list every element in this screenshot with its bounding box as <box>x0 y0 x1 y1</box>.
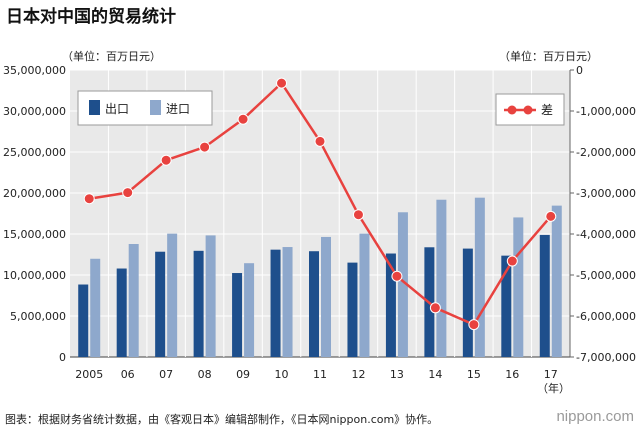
chart-title: 日本对中国的贸易统计 <box>6 7 176 27</box>
import-bar <box>205 235 216 357</box>
legend-export-label: 出口 <box>105 102 129 116</box>
left-tick-label: 15,000,000 <box>3 228 66 241</box>
export-bar <box>309 251 319 357</box>
right-tick-label: -2,000,000 <box>576 146 636 159</box>
left-tick-label: 35,000,000 <box>3 64 66 77</box>
export-bar <box>270 249 281 357</box>
import-bar <box>436 199 447 357</box>
import-bar <box>474 197 485 357</box>
import-bar <box>128 244 139 357</box>
import-bar <box>244 263 255 357</box>
source-note: 图表：根据财务省统计数据，由《客观日本》编辑部制作，《日本网nippon.com… <box>5 413 439 426</box>
import-bar <box>551 205 562 357</box>
balance-point <box>199 141 211 153</box>
right-axis-unit: （单位：百万日元） <box>499 50 598 63</box>
x-tick-label: 08 <box>198 368 212 381</box>
import-bar <box>282 247 293 357</box>
export-bar <box>78 284 89 357</box>
export-bar <box>116 268 127 357</box>
balance-point <box>429 302 441 314</box>
balance-point <box>506 255 518 267</box>
balance-point <box>237 113 249 125</box>
x-tick-label: 14 <box>428 368 442 381</box>
year-unit-label: （年） <box>537 382 570 395</box>
legend-import-label: 进口 <box>166 102 190 116</box>
left-tick-label: 25,000,000 <box>3 146 66 159</box>
x-tick-label: 2005 <box>75 368 103 381</box>
x-tick-label: 13 <box>390 368 404 381</box>
balance-point <box>352 209 364 221</box>
export-bar <box>462 248 473 357</box>
left-tick-label: 20,000,000 <box>3 187 66 200</box>
balance-point <box>160 154 172 166</box>
export-bar <box>193 250 204 357</box>
legend-left: 出口 进口 <box>77 90 213 126</box>
import-bar <box>513 217 524 357</box>
export-bar <box>232 273 243 357</box>
balance-point <box>83 193 95 205</box>
x-tick-label: 10 <box>275 368 289 381</box>
legend-import-swatch <box>150 100 161 115</box>
export-bar <box>155 251 166 357</box>
right-tick-label: -1,000,000 <box>576 105 636 118</box>
import-bar <box>397 212 408 357</box>
legend-diff-marker <box>507 105 517 115</box>
balance-point <box>276 77 288 89</box>
right-tick-label: 0 <box>576 64 583 77</box>
legend-diff-label: 差 <box>541 103 553 117</box>
left-axis-unit: （单位：百万日元） <box>62 50 161 63</box>
import-bar <box>321 236 331 357</box>
nippon-logo: nippon.com <box>556 408 634 425</box>
x-tick-label: 09 <box>236 368 250 381</box>
balance-point <box>314 135 326 147</box>
left-tick-label: 5,000,000 <box>10 310 66 323</box>
x-tick-label: 17 <box>544 368 558 381</box>
export-bar <box>539 234 550 357</box>
right-tick-label: -6,000,000 <box>576 310 636 323</box>
balance-point <box>391 270 403 282</box>
x-tick-label: 06 <box>121 368 135 381</box>
export-bar <box>385 253 396 357</box>
legend-diff-marker-2 <box>523 105 533 115</box>
export-bar <box>501 255 512 357</box>
left-tick-label: 30,000,000 <box>3 105 66 118</box>
right-tick-label: -4,000,000 <box>576 228 636 241</box>
x-tick-label: 07 <box>159 368 173 381</box>
legend-export-swatch <box>89 100 100 115</box>
left-tick-label: 10,000,000 <box>3 269 66 282</box>
x-tick-label: 12 <box>351 368 365 381</box>
right-tick-label: -5,000,000 <box>576 269 636 282</box>
x-tick-label: 15 <box>467 368 481 381</box>
legend-right: 差 <box>495 93 565 126</box>
left-tick-label: 0 <box>59 351 66 364</box>
balance-point <box>468 319 480 331</box>
x-tick-label: 11 <box>313 368 327 381</box>
import-bar <box>359 233 370 357</box>
legend-left-box <box>77 90 213 126</box>
x-tick-label: 16 <box>505 368 519 381</box>
right-tick-label: -7,000,000 <box>576 351 636 364</box>
balance-point <box>122 187 134 199</box>
import-bar <box>90 258 101 357</box>
export-bar <box>347 262 358 357</box>
import-bar <box>167 233 178 357</box>
balance-point <box>545 210 557 222</box>
right-tick-label: -3,000,000 <box>576 187 636 200</box>
